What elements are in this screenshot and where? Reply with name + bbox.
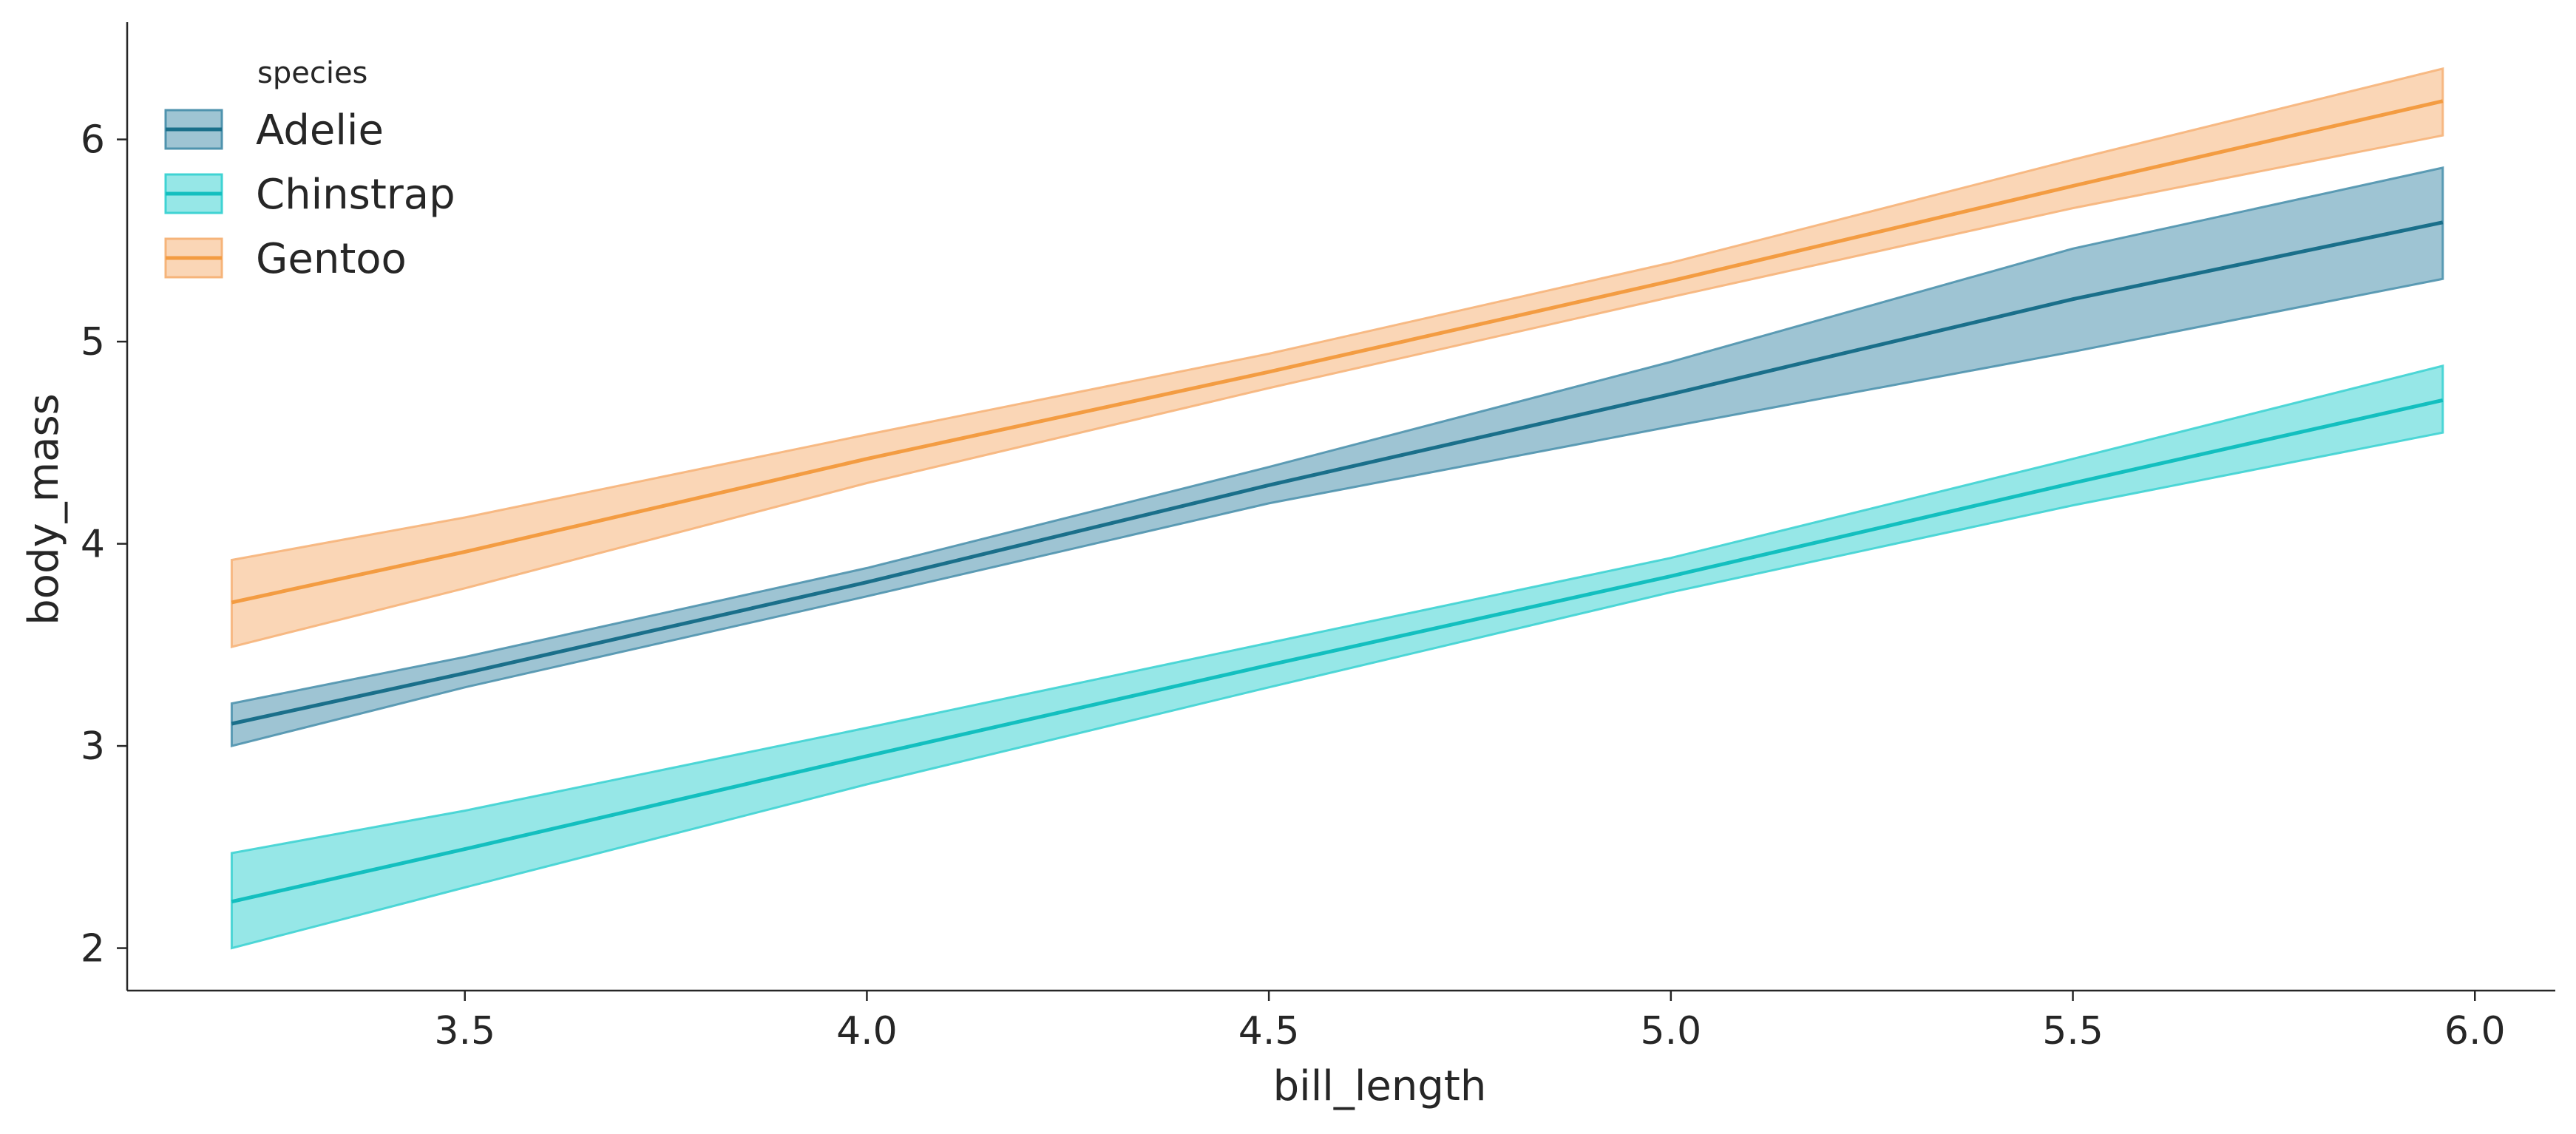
x-tick-label: 4.0 (836, 1009, 898, 1053)
line-gentoo (231, 99, 2444, 605)
y-tick-label: 4 (81, 523, 105, 567)
x-tick-label: 5.5 (2042, 1009, 2104, 1053)
y-tick-label: 2 (81, 927, 105, 971)
y-tick-label: 3 (81, 724, 105, 769)
x-tick-label: 6.0 (2444, 1009, 2506, 1053)
legend-item-gentoo: Gentoo (164, 235, 407, 283)
line-chinstrap (231, 398, 2444, 904)
y-tick-label: 5 (81, 320, 105, 364)
confidence-bands (230, 67, 2444, 950)
band-chinstrap (230, 364, 2444, 950)
legend-label-gentoo: Gentoo (256, 235, 407, 283)
x-tick-label: 4.5 (1238, 1009, 1300, 1053)
regression-lines (231, 99, 2444, 904)
legend-label-adelie: Adelie (256, 106, 384, 155)
axes: 3.5 4.0 4.5 5.0 5.5 6.0 2 3 4 5 6 bill_length body_m… (20, 22, 2555, 1110)
x-tick-label: 5.0 (1640, 1009, 1701, 1053)
line-adelie (231, 220, 2444, 726)
legend: species Adelie Chinstrap Gentoo (164, 56, 455, 283)
legend-item-adelie: Adelie (164, 106, 384, 155)
legend-title: species (257, 56, 367, 90)
x-tick-label: 3.5 (434, 1009, 495, 1053)
y-tick-label: 6 (81, 118, 105, 163)
x-axis-label: bill_length (1273, 1062, 1487, 1110)
legend-label-chinstrap: Chinstrap (256, 171, 455, 219)
y-axis-label: body_mass (20, 393, 68, 625)
legend-item-chinstrap: Chinstrap (164, 171, 455, 219)
